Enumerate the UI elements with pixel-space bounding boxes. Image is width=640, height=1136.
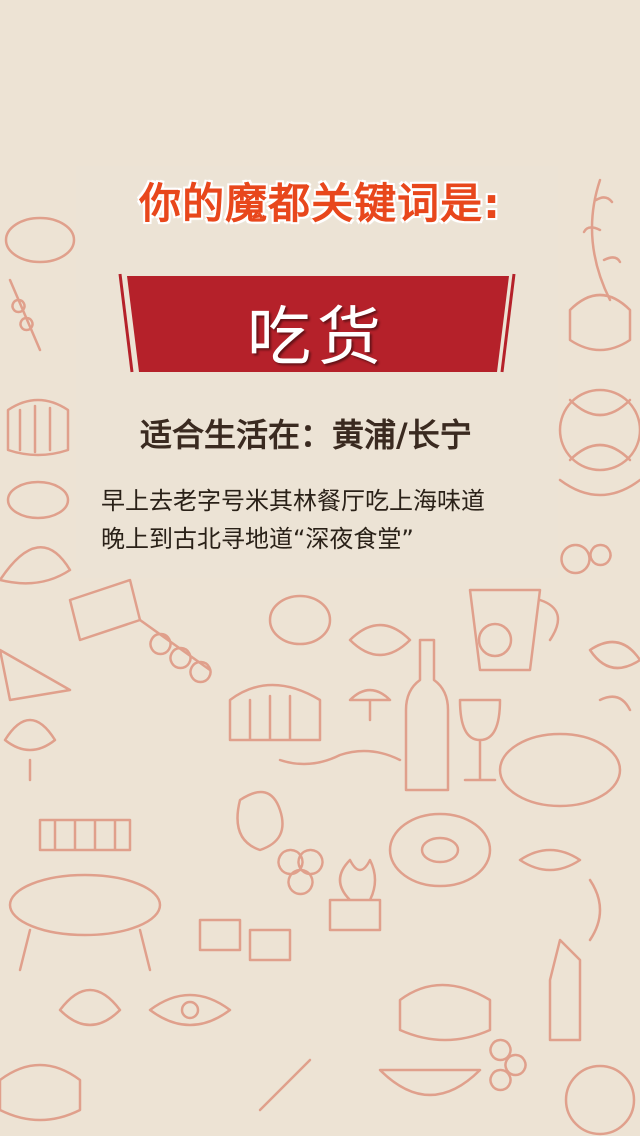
cake-slice-doodle xyxy=(248,928,292,962)
shrimp-doodle xyxy=(598,695,632,712)
kebab-doodle xyxy=(138,618,212,684)
watermelon-doodle xyxy=(558,388,640,472)
bowl-doodle xyxy=(378,1068,482,1097)
croissant-doodle xyxy=(0,1063,82,1122)
pitcher-doodle xyxy=(468,588,560,672)
fish-doodle xyxy=(518,848,582,872)
bread-doodle xyxy=(6,398,70,457)
shell-doodle xyxy=(58,988,122,1027)
bacon-doodle xyxy=(278,749,402,766)
wine-bottle-doodle xyxy=(404,638,450,792)
potato-doodle xyxy=(268,594,332,646)
bread-loaf-doodle xyxy=(228,683,322,742)
recommended-districts: 适合生活在：黄浦/长宁 xyxy=(140,416,472,454)
cheese-wedge-doodle xyxy=(0,648,72,702)
cheese-wheel-doodle xyxy=(398,983,492,1042)
mushroom-doodle xyxy=(348,688,392,722)
taco-doodle xyxy=(0,546,72,585)
lemon-doodle xyxy=(477,622,513,658)
croissant-right-doodle xyxy=(558,478,640,497)
description: 早上去老字号米其林餐厅吃上海味道 晚上到古北寻地道“深夜食堂” xyxy=(101,482,551,558)
grapes-doodle xyxy=(277,848,324,896)
lobster-doodle xyxy=(148,993,232,1027)
olive-oil-doodle xyxy=(548,938,582,1042)
grape-bunch-doodle xyxy=(489,1038,527,1092)
description-line: 早上去老字号米其林餐厅吃上海味道 xyxy=(101,487,485,515)
oyster-doodle xyxy=(348,623,412,657)
headline: 你的魔都关键词是: xyxy=(139,179,501,228)
macaron-doodle xyxy=(560,543,612,575)
teapot-doodle xyxy=(568,293,632,352)
herb-branch-doodle xyxy=(582,178,622,302)
donut-doodle xyxy=(6,480,70,520)
pudding-doodle xyxy=(198,918,242,952)
skewer-doodle xyxy=(8,278,42,352)
cake-doodle xyxy=(38,818,132,852)
pizza-doodle xyxy=(498,732,622,808)
icecream-doodle xyxy=(3,718,57,782)
apple-doodle xyxy=(236,790,284,852)
cutlery-doodle xyxy=(258,1058,312,1112)
plate-doodle xyxy=(4,216,76,264)
keyword-banner: 吃货 xyxy=(117,272,517,375)
crab-doodle xyxy=(588,640,640,670)
baguette-doodle xyxy=(68,578,142,642)
keyword-text: 吃货 xyxy=(247,301,387,375)
flame-doodle xyxy=(328,858,382,932)
wine-glass-doodle xyxy=(458,698,502,782)
ring-cake-doodle xyxy=(388,812,492,888)
description-line: 晚上到古北寻地道“深夜食堂” xyxy=(101,525,414,553)
pepper-doodle xyxy=(588,878,602,942)
paella-pan-doodle xyxy=(8,873,162,937)
